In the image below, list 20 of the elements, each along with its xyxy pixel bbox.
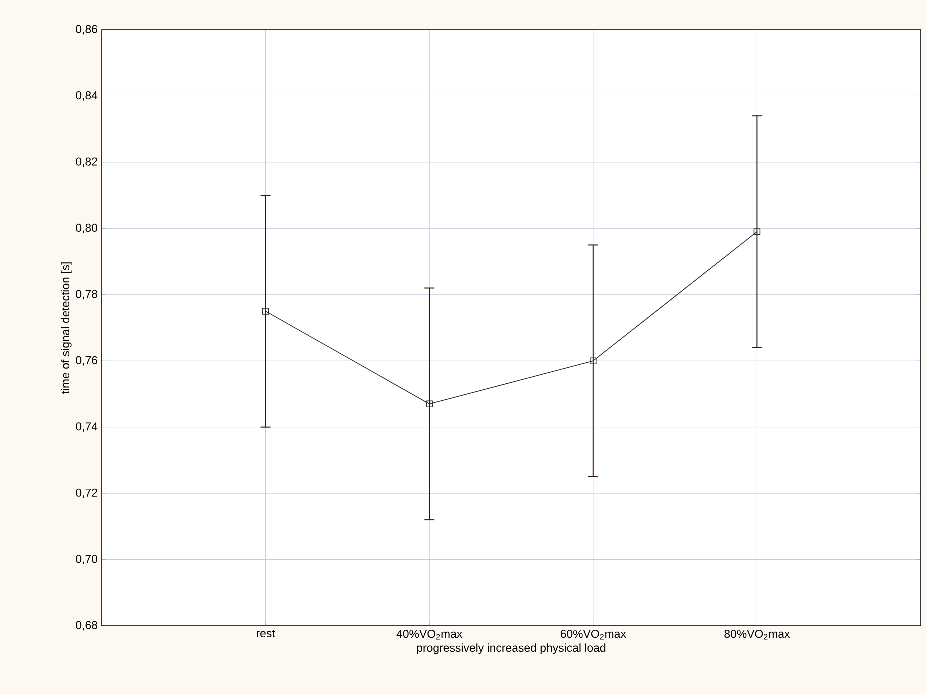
y-tick-label: 0,70	[76, 555, 98, 565]
y-tick-label: 0,74	[76, 422, 98, 432]
x-tick-label: rest	[257, 630, 276, 638]
y-tick-label: 0,78	[76, 290, 98, 300]
y-tick-label: 0,84	[76, 91, 98, 101]
y-tick-label: 0,76	[76, 356, 98, 366]
point	[426, 400, 433, 408]
y-tick-label: 0,82	[76, 158, 98, 168]
y-tick-label: 0,86	[76, 25, 98, 35]
point	[754, 228, 761, 236]
x-tick-label: 60%VO$_{2}$max	[560, 630, 626, 640]
point	[590, 358, 597, 364]
y-tick-label: 0,80	[76, 224, 98, 234]
y-tick-label: 0,68	[76, 621, 98, 631]
y-axis-title: time of signal detection [s]	[61, 262, 72, 394]
x-tick-label: 80%VO$_{2}$max	[724, 630, 790, 640]
point	[262, 308, 270, 315]
x-axis-title: progressively increased physical load	[417, 644, 606, 654]
x-tick-label: 40%VO$_{2}$max	[396, 630, 463, 640]
y-tick-label: 0,72	[76, 488, 98, 498]
